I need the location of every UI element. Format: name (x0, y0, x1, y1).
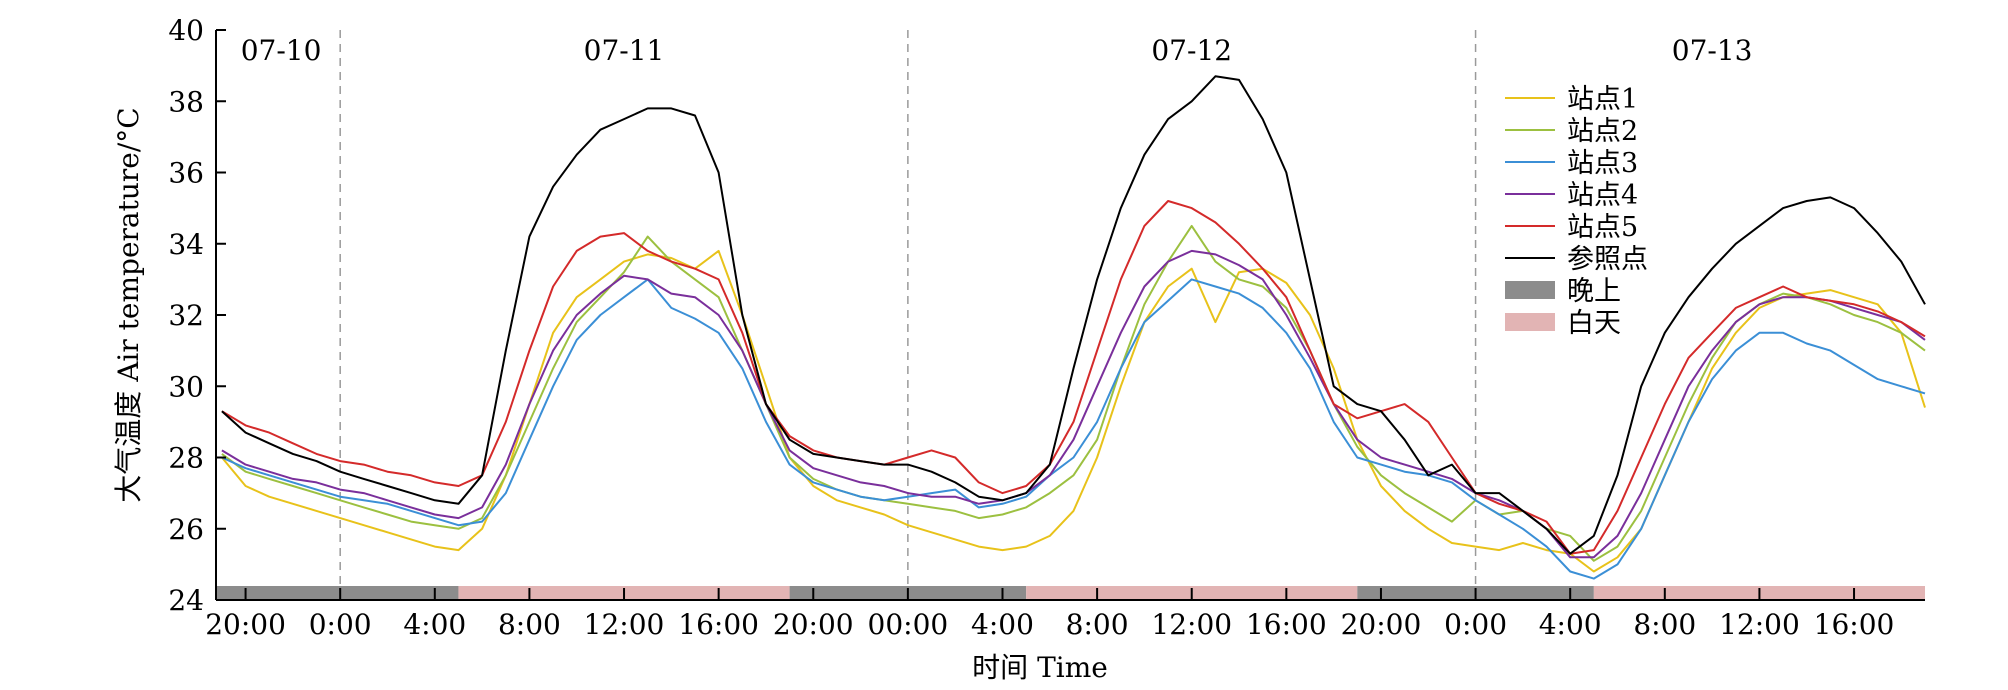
x-tick-label: 20:00 (205, 608, 286, 641)
y-tick-label: 24 (168, 584, 204, 617)
y-tick-label: 36 (168, 157, 204, 190)
x-tick-label: 16:00 (1814, 608, 1895, 641)
y-tick-label: 26 (168, 513, 204, 546)
x-tick-label: 12:00 (1719, 608, 1800, 641)
x-tick-label: 4:00 (1539, 608, 1602, 641)
day-label: 07-10 (241, 34, 322, 67)
x-tick-label: 12:00 (584, 608, 665, 641)
legend-label-站点2: 站点2 (1567, 116, 1638, 147)
legend-label-站点3: 站点3 (1567, 148, 1638, 179)
x-tick-label: 4:00 (403, 608, 466, 641)
x-tick-label: 0:00 (1444, 608, 1507, 641)
x-tick-label: 16:00 (1246, 608, 1327, 641)
x-tick-label: 20:00 (773, 608, 854, 641)
series-line-站点2 (221, 224, 1926, 562)
x-tick-label: 0:00 (309, 608, 372, 641)
x-tick-label: 12:00 (1151, 608, 1232, 641)
series-line-站点4 (221, 249, 1926, 559)
x-tick-label: 8:00 (1633, 608, 1696, 641)
x-tick-label: 16:00 (678, 608, 759, 641)
y-tick-label: 32 (168, 299, 204, 332)
x-tick-label: 20:00 (1341, 608, 1422, 641)
y-tick-label: 34 (168, 228, 204, 261)
day-dividers (339, 30, 1477, 600)
legend-swatch-night (1505, 281, 1555, 299)
series-line-站点1 (221, 249, 1926, 573)
series-line-站点3 (221, 278, 1926, 580)
legend-swatch-day (1505, 313, 1555, 331)
period-band-night (216, 586, 459, 600)
legend-label-站点4: 站点4 (1567, 180, 1638, 211)
series-lines (221, 75, 1926, 580)
period-bar (216, 586, 1925, 600)
legend-label-参照点: 参照点 (1567, 244, 1648, 275)
y-axis-ticks: 24 26 28 30 32 34 36 38 40 (168, 14, 226, 617)
y-tick-label: 28 (168, 442, 204, 475)
legend-label-站点1: 站点1 (1567, 84, 1638, 115)
y-tick-label: 30 (168, 370, 204, 403)
x-tick-label: 8:00 (498, 608, 561, 641)
series-line-站点5 (221, 200, 1926, 555)
series-line-参照点 (221, 75, 1926, 555)
day-label: 07-13 (1672, 34, 1753, 67)
x-tick-label: 4:00 (971, 608, 1034, 641)
legend-label-night: 晚上 (1567, 276, 1621, 307)
legend-label-day: 白天 (1567, 308, 1621, 339)
x-axis-ticks: 20:00 0:00 4:00 8:00 12:00 16:00 20:00 00:00 4:0… (205, 588, 1894, 641)
y-tick-label: 38 (168, 85, 204, 118)
day-labels: 07-10 07-11 07-12 07-13 (241, 34, 1753, 67)
x-axis-label: 时间 Time (972, 651, 1108, 684)
legend-label-站点5: 站点5 (1567, 212, 1638, 243)
day-label: 07-12 (1151, 34, 1232, 67)
x-tick-label: 8:00 (1066, 608, 1129, 641)
y-axis-label: 大气温度 Air temperature/°C (112, 107, 145, 502)
y-tick-label: 40 (168, 14, 204, 47)
x-tick-label: 00:00 (868, 608, 949, 641)
day-label: 07-11 (584, 34, 665, 67)
